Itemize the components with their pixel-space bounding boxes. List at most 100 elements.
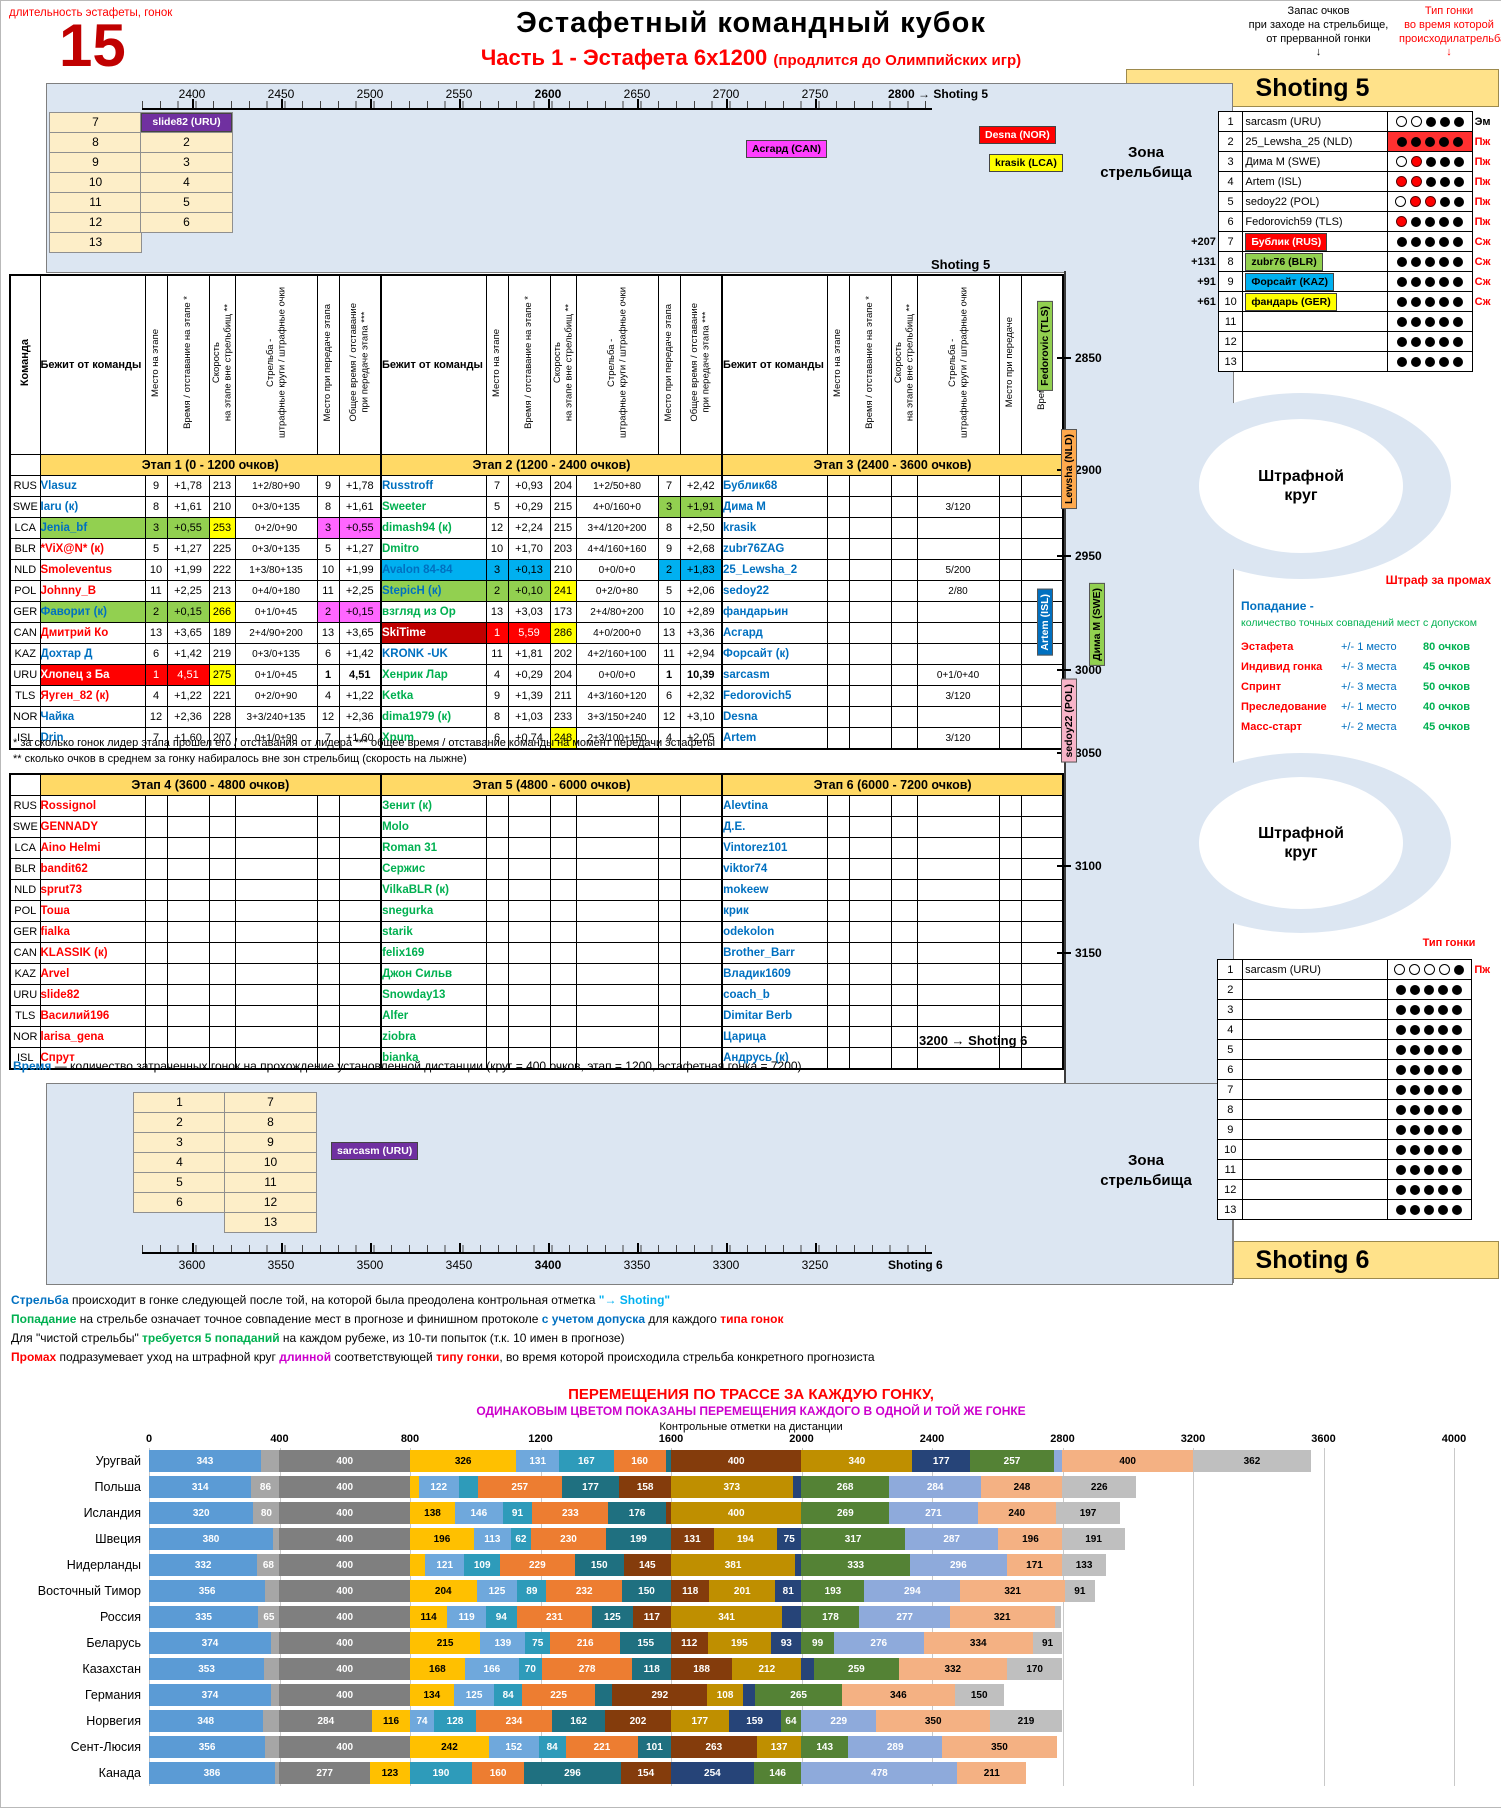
bar-segment: 289 bbox=[848, 1736, 943, 1758]
stat-cell: +3,36 bbox=[679, 622, 723, 644]
team-code: TLS bbox=[9, 685, 41, 707]
stat-cell: 4,51 bbox=[338, 664, 382, 686]
stat-cell: +2,05 bbox=[679, 727, 723, 750]
stat-cell bbox=[826, 496, 850, 518]
race-type-cell bbox=[1472, 352, 1501, 372]
position-number-cell: 3 bbox=[1217, 999, 1244, 1020]
player-chip: Асгард (CAN) bbox=[746, 140, 827, 158]
stat-cell: 3 bbox=[144, 517, 168, 539]
stat-cell bbox=[998, 858, 1022, 880]
target-dot bbox=[1396, 216, 1408, 228]
stat-cell: +2,68 bbox=[679, 538, 723, 560]
stat-cell: 3/120 bbox=[916, 685, 1000, 707]
stat-cell: 2 bbox=[144, 601, 168, 623]
targets-cell bbox=[1387, 351, 1473, 372]
ruler-tick bbox=[548, 1243, 550, 1253]
rotated-header-text: Место при передаче bbox=[1004, 317, 1016, 408]
position-cell: 9 bbox=[49, 152, 142, 173]
stat-cell bbox=[575, 963, 659, 985]
team-row: CAN KLASSIK (к) felix169 Brother_Barr bbox=[9, 942, 1064, 964]
team-row: CAN Дмитрий Ко 13 +3,65 189 2+4/90+200 13 +3,65… bbox=[9, 622, 1064, 644]
position-number-cell: 13 bbox=[1217, 1199, 1244, 1220]
stat-cell bbox=[998, 963, 1022, 985]
stat-cell bbox=[1020, 706, 1064, 728]
bar-segment bbox=[409, 1476, 419, 1498]
stat-cell: 207 bbox=[208, 727, 236, 750]
stat-cell bbox=[338, 1026, 382, 1048]
stat-cell bbox=[826, 622, 850, 644]
stat-cell bbox=[890, 643, 918, 665]
shooting-row: 2 25_Lewsha_25 (NLD) Пж bbox=[1173, 131, 1501, 152]
stat-cell bbox=[166, 984, 210, 1006]
stat-cell bbox=[679, 921, 723, 943]
bar-segment: 278 bbox=[541, 1658, 633, 1680]
text-segment: с учетом допуска bbox=[541, 1312, 645, 1326]
stat-cell: 2 bbox=[657, 559, 681, 581]
bar-segment: 296 bbox=[524, 1762, 621, 1784]
rotated-header-text: Место при передаче этапа bbox=[322, 303, 334, 422]
axis-tick-label: 0 bbox=[145, 1433, 153, 1445]
bar-segment: 197 bbox=[1055, 1502, 1121, 1524]
stacked-bar: 335 65 400 114 119 94 231 125 117 341 178 277 321 bbox=[149, 1606, 1062, 1628]
stat-cell bbox=[890, 685, 918, 707]
bar-segment: 259 bbox=[814, 1658, 899, 1680]
target-dot bbox=[1453, 116, 1464, 127]
target-dot bbox=[1396, 1104, 1407, 1115]
bar-segment: 386 bbox=[149, 1762, 275, 1784]
bonus-points-cell bbox=[1173, 352, 1218, 372]
bar-segment: 263 bbox=[670, 1736, 757, 1758]
bonus-points-cell bbox=[1173, 1200, 1218, 1220]
stat-cell bbox=[575, 1026, 659, 1048]
position-number-cell: 11 bbox=[1217, 311, 1244, 332]
forecaster-name-cell bbox=[1242, 351, 1389, 372]
ruler-tick-label: 2400 bbox=[178, 87, 206, 101]
bar-segment: 68 bbox=[257, 1554, 280, 1576]
bar-segment: 276 bbox=[833, 1632, 924, 1654]
bar-segment: 248 bbox=[981, 1476, 1063, 1498]
bar-segment: 81 bbox=[775, 1580, 802, 1602]
ruler-tick-label: 3600 bbox=[178, 1258, 206, 1272]
bar-segment: 340 bbox=[801, 1450, 913, 1472]
player-chip: krasik (LCA) bbox=[989, 154, 1063, 172]
rules-notes: Стрельба происходит в гонке следующей по… bbox=[11, 1291, 875, 1367]
forecaster-name-cell: sarcasm (URU) bbox=[1242, 111, 1389, 132]
ruler-tick bbox=[726, 99, 728, 109]
stat-cell bbox=[507, 816, 551, 838]
stat-cell bbox=[998, 879, 1022, 901]
stat-cell bbox=[826, 837, 850, 859]
stat-cell: +0,74 bbox=[507, 727, 551, 750]
rotated-header-text: Скорость на этапе вне стрельбищ ** bbox=[892, 303, 915, 422]
runner-name: Molo bbox=[380, 816, 487, 838]
stat-cell: 0+1/0+45 bbox=[234, 664, 318, 686]
stat-cell bbox=[890, 900, 918, 922]
stat-cell bbox=[549, 942, 577, 964]
shooting-row: 3 Дима М (SWE) Пж bbox=[1173, 151, 1501, 172]
target-dot bbox=[1438, 1204, 1449, 1215]
bonus-points-cell bbox=[1173, 1180, 1218, 1200]
runner-name: Зенит (к) bbox=[380, 795, 487, 817]
shooting-row: +91 9 Форсайт (KAZ) Сж bbox=[1173, 271, 1501, 292]
target-dot bbox=[1424, 1084, 1435, 1095]
bar-segment: 356 bbox=[149, 1580, 266, 1602]
target-dot bbox=[1438, 356, 1449, 367]
stat-cell bbox=[657, 1026, 681, 1048]
stat-cell bbox=[1020, 984, 1064, 1006]
bar-segment: 131 bbox=[516, 1450, 560, 1472]
runner-name: Drin bbox=[39, 727, 146, 750]
bar-segment: 89 bbox=[517, 1580, 547, 1602]
targets-cell bbox=[1387, 231, 1473, 252]
stat-cell: 253 bbox=[208, 517, 236, 539]
note-line: от прерванной гонки bbox=[1266, 32, 1371, 45]
stat-cell bbox=[338, 837, 382, 859]
rotated-header-text: Стрельба - штрафные круги / штрафные очк… bbox=[946, 287, 969, 438]
target-dot bbox=[1438, 276, 1449, 287]
legend-race-type: Масс-старт bbox=[1241, 721, 1302, 733]
stat-cell: +2,24 bbox=[507, 517, 551, 539]
runner-name: Russtroff bbox=[380, 475, 487, 497]
stat-cell bbox=[166, 942, 210, 964]
race-type-cell: Сж bbox=[1474, 235, 1491, 248]
stat-cell bbox=[998, 795, 1022, 817]
shooting-row: 1 sarcasm (URU) Эм bbox=[1173, 111, 1501, 132]
stat-cell bbox=[916, 517, 1000, 539]
stat-cell: 9 bbox=[144, 475, 168, 497]
